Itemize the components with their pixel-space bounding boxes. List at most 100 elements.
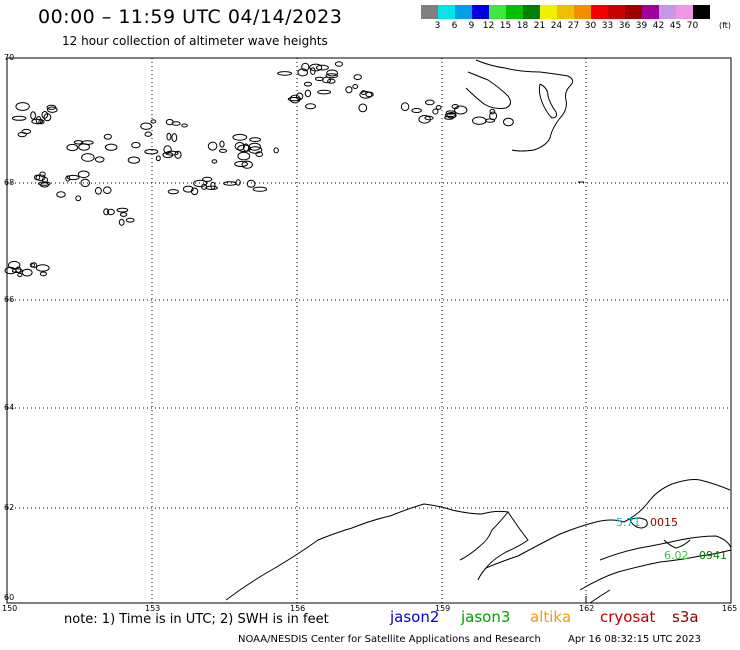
color-swatch [557,5,574,19]
color-scale-label: 30 [584,21,597,31]
coastline-north [465,59,584,183]
wave-contours [4,61,514,278]
contour-blob [334,61,344,67]
contour-blob [193,179,208,188]
contour-blob [232,133,248,141]
contour-blob [77,170,90,179]
contour-blob [202,176,213,182]
contour-blob [315,64,329,71]
contour-blob [444,112,456,118]
contour-blob [454,105,468,115]
contour-blob [38,181,51,186]
contour-blob [345,86,353,94]
lat-tick-64: 64 [4,403,14,412]
contour-blob [171,121,181,126]
color-scale-label: 6 [451,21,458,31]
lon-tick-162: 162 [579,604,594,613]
color-scale-label: 45 [669,21,682,31]
contour-blob [489,108,496,115]
contour-blob [150,119,157,124]
page-subtitle: 12 hour collection of altimeter wave hei… [62,34,328,48]
contour-blob [317,89,332,95]
contour-blob [252,186,268,192]
contour-blob [207,141,218,151]
contour-blob [326,69,339,77]
contour-blob [446,112,457,119]
contour-blob [15,102,30,111]
satellite-label-jason3: jason3 [461,608,511,626]
color-swatch [489,5,506,19]
color-scale [421,5,710,19]
observation-value: 5.71 [616,516,641,529]
color-swatch [659,5,676,19]
contour-blob [234,161,249,167]
contour-blob [21,128,32,135]
contour-blob [248,142,261,151]
contour-blob [39,271,48,277]
contour-blob [249,137,262,143]
contour-blob [11,115,27,121]
contour-blob [273,147,279,154]
contour-blob [223,181,237,186]
contour-blob [31,262,38,268]
lon-tick-156: 156 [290,604,305,613]
color-scale-label: 24 [550,21,563,31]
graticule [7,58,731,603]
satellite-label-altika: altika [530,608,572,626]
contour-blob [119,212,128,217]
contour-blob [167,189,179,195]
contour-blob [248,146,263,154]
contour-blob [237,144,252,153]
latitude-tick-labels: 70 68 66 64 62 60 [4,53,14,602]
contour-blob [104,143,118,151]
credit-text: NOAA/NESDIS Center for Satellite Applica… [238,634,541,645]
contour-blob [94,156,105,163]
color-scale-label: 9 [468,21,475,31]
color-swatch [421,5,438,19]
lat-tick-70: 70 [4,53,14,62]
contour-blob [234,142,246,151]
color-scale-label: 15 [499,21,512,31]
contour-blob [116,207,129,213]
contour-blob [201,183,208,190]
contour-blob [365,91,374,98]
contour-blob [47,106,58,113]
contour-blob [503,117,514,127]
lat-tick-68: 68 [4,178,14,187]
map-frame [6,57,732,604]
contour-blob [219,140,225,148]
contour-blob [103,208,110,216]
contour-blob [353,74,362,81]
lat-tick-60: 60 [4,593,14,602]
contour-blob [118,218,125,226]
color-swatch [540,5,557,19]
contour-blob [131,141,141,149]
coastline-alaska [225,479,732,604]
color-swatch [574,5,591,19]
lon-tick-165: 165 [722,604,737,613]
color-scale-label: 12 [482,21,495,31]
contour-blob [31,118,44,125]
contour-blob [66,143,79,152]
lat-tick-62: 62 [4,503,14,512]
contour-blob [472,116,487,125]
altimeter-observations: 5.71 0015 6.02 0941 [616,516,727,562]
observation-time: 0015 [650,516,678,529]
contour-blob [4,266,17,275]
color-scale-label: 33 [601,21,614,31]
contour-blob [81,153,95,162]
contour-blob [218,148,228,153]
contour-blob [255,151,264,158]
satellite-label-jason2: jason2 [390,608,440,626]
contour-blob [171,133,178,143]
contour-blob [127,156,141,164]
observation-value: 6.02 [664,549,689,562]
contour-blob [277,71,293,76]
contour-blob [489,111,498,121]
color-scale-label: 70 [686,21,699,31]
contour-blob [35,264,50,272]
contour-blob [190,187,199,196]
contour-blob [309,63,323,72]
contour-blob [432,108,439,115]
